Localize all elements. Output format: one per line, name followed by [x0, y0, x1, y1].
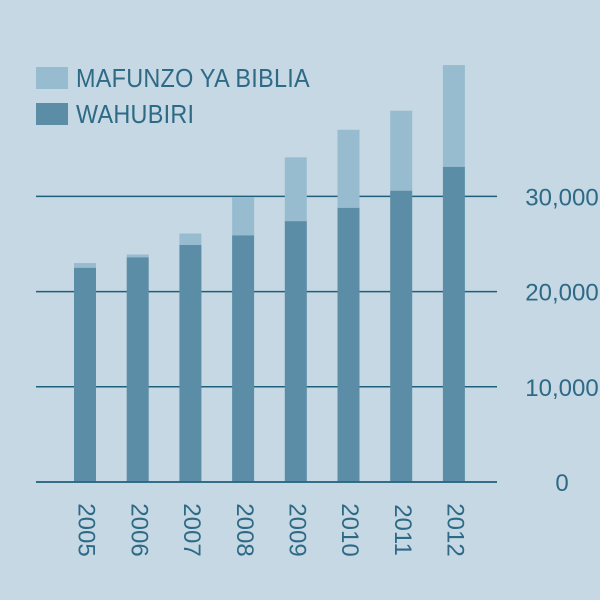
bar-publishers — [179, 244, 202, 482]
x-tick-label: 2010 — [336, 503, 363, 556]
y-tick-label: 20,000 — [525, 280, 598, 307]
bar-bible-studies — [74, 263, 96, 268]
y-tick-label: 10,000 — [525, 375, 598, 402]
x-tick-label: 2012 — [442, 503, 469, 556]
legend-swatch-bible-studies — [36, 67, 68, 89]
legend-label-bible-studies: MAFUNZO YA BIBLIA — [76, 62, 310, 93]
x-tick-label: 2009 — [283, 503, 310, 556]
legend-item-bible-studies: MAFUNZO YA BIBLIA — [36, 62, 336, 94]
legend-label-publishers: WAHUBIRI — [76, 98, 195, 129]
x-tick-label: 2011 — [389, 504, 416, 556]
bar-publishers — [126, 257, 149, 482]
legend-swatch-publishers — [36, 103, 68, 125]
legend-item-publishers: WAHUBIRI — [36, 98, 336, 130]
bar-publishers — [442, 166, 465, 482]
x-tick-label: 2005 — [73, 503, 100, 556]
bar-publishers — [284, 221, 307, 483]
bar-bible-studies — [442, 65, 465, 167]
bar-bible-studies — [179, 233, 202, 245]
bar-bible-studies — [284, 157, 307, 222]
bar-bible-studies — [390, 110, 413, 191]
bar-bible-studies — [232, 197, 255, 236]
x-tick-label: 2007 — [178, 503, 205, 556]
y-tick-label: 0 — [555, 470, 568, 497]
bar-publishers — [74, 267, 96, 482]
bar-publishers — [232, 235, 255, 482]
legend: MAFUNZO YA BIBLIA WAHUBIRI — [36, 62, 336, 134]
bar-publishers — [337, 207, 360, 482]
x-tick-label: 2008 — [231, 503, 258, 556]
bar-bible-studies — [126, 254, 149, 258]
bar-bible-studies — [337, 129, 360, 208]
x-tick-label: 2006 — [125, 503, 152, 556]
bar-publishers — [390, 190, 413, 483]
y-tick-label: 30,000 — [525, 184, 598, 211]
